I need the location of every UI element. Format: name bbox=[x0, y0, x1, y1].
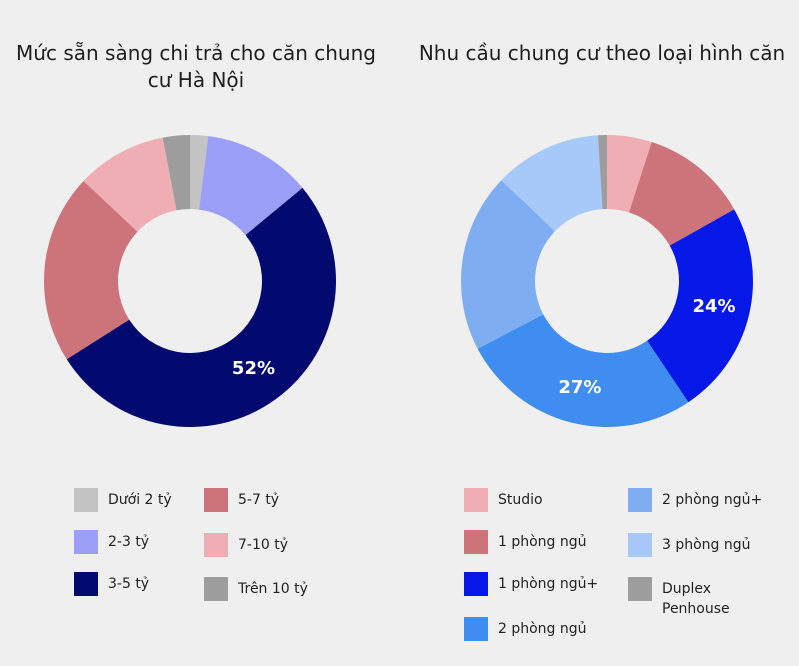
legend-swatch bbox=[74, 572, 98, 596]
donut-slice-2-3-ty bbox=[199, 136, 303, 236]
legend-label: Studio bbox=[498, 492, 543, 508]
chart-title-willingness-to-pay: Mức sẵn sàng chi trả cho căn chung cư Hà… bbox=[16, 41, 376, 92]
data-label-3-5-ty: 52% bbox=[232, 358, 275, 379]
legend-item-tren-10-ty: Trên 10 tỷ bbox=[204, 577, 308, 601]
legend-label: 2 phòng ngủ+ bbox=[662, 492, 763, 508]
legend-swatch bbox=[204, 488, 228, 512]
legend-label: 5-7 tỷ bbox=[238, 492, 280, 508]
legend-item-duplex-penhouse: Duplex Penhouse bbox=[628, 577, 730, 619]
legend-swatch bbox=[74, 530, 98, 554]
legend-swatch bbox=[628, 533, 652, 557]
legend-item-2-phong-ngu: 2 phòng ngủ bbox=[464, 617, 587, 641]
donut-slice-5-7-ty bbox=[43, 181, 138, 360]
donut-slice-3-5-ty bbox=[66, 187, 337, 427]
legend-label: Duplex Penhouse bbox=[662, 581, 730, 617]
legend-item-5-7-ty: 5-7 tỷ bbox=[204, 488, 279, 512]
legend-swatch bbox=[464, 617, 488, 641]
legend-swatch bbox=[74, 488, 98, 512]
legend-item-1-phong-ngu: 1 phòng ngủ bbox=[464, 530, 587, 554]
legend-item-1-phong-ngu: 1 phòng ngủ+ bbox=[464, 572, 598, 596]
legend-swatch bbox=[204, 533, 228, 557]
legend-swatch bbox=[464, 488, 488, 512]
legend-label: Dưới 2 tỷ bbox=[108, 492, 172, 508]
legend-item-3-5-ty: 3-5 tỷ bbox=[74, 572, 149, 596]
legend-item-3-phong-ngu: 3 phòng ngủ bbox=[628, 533, 751, 557]
legend-label: 2 phòng ngủ bbox=[498, 621, 587, 637]
legend-item-2-phong-ngu: 2 phòng ngủ+ bbox=[628, 488, 762, 512]
donut-slice-tren-10-ty bbox=[162, 135, 190, 211]
legend-item-duoi-2-ty: Dưới 2 tỷ bbox=[74, 488, 172, 512]
legend-item-7-10-ty: 7-10 tỷ bbox=[204, 533, 288, 557]
legend-label: 7-10 tỷ bbox=[238, 537, 288, 553]
legend-label: 3-5 tỷ bbox=[108, 576, 150, 592]
legend-item-2-3-ty: 2-3 tỷ bbox=[74, 530, 149, 554]
legend-swatch bbox=[464, 572, 488, 596]
legend-swatch bbox=[628, 577, 652, 601]
donut-slice-duoi-2-ty bbox=[190, 135, 209, 210]
legend-label: 1 phòng ngủ+ bbox=[498, 576, 599, 592]
legend-label: 3 phòng ngủ bbox=[662, 537, 751, 553]
legend-swatch bbox=[464, 530, 488, 554]
legend-swatch bbox=[628, 488, 652, 512]
legend-label: Trên 10 tỷ bbox=[238, 581, 308, 597]
donut-slice-7-10-ty bbox=[83, 137, 177, 232]
legend-swatch bbox=[204, 577, 228, 601]
legend-label: 1 phòng ngủ bbox=[498, 534, 587, 550]
legend-label: 2-3 tỷ bbox=[108, 534, 150, 550]
chart-title-demand-by-type: Nhu cầu chung cư theo loại hình căn bbox=[418, 41, 786, 65]
legend-item-studio: Studio bbox=[464, 488, 543, 512]
